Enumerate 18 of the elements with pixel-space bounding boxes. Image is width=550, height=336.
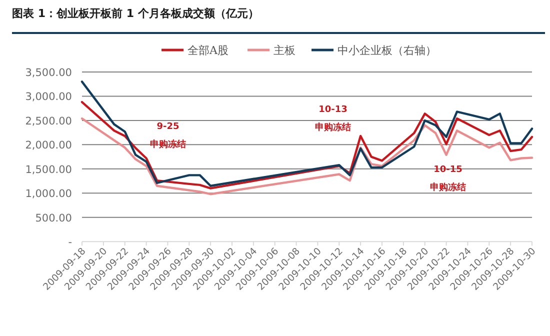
annotation: 申购冻结	[430, 183, 466, 193]
y-tick-label: 2,000.00	[25, 140, 72, 152]
annotation: 10-13	[318, 105, 348, 115]
annotation: 申购冻结	[150, 140, 186, 150]
chart-title: 图表 1：创业板开板前 1 个月各板成交额（亿元）	[12, 7, 259, 20]
y-tick-label: -	[68, 236, 72, 249]
y-tick-label: 3,000.00	[25, 91, 72, 104]
y-tick-label: 1,500.00	[25, 164, 72, 176]
y-tick-label: 500.00	[35, 212, 72, 224]
y-tick-label: 3,500.00	[25, 67, 72, 79]
y-tick-label: 1,000.00	[25, 188, 72, 200]
annotation: 申购冻结	[315, 123, 351, 133]
annotation: 9-25	[156, 122, 180, 132]
legend-label: 中小企业板（右轴）	[338, 44, 436, 57]
legend-label: 主板	[274, 44, 296, 57]
y-tick-label: 2,500.00	[25, 115, 72, 128]
annotation: 10-15	[434, 165, 462, 175]
legend-label: 全部A股	[188, 44, 228, 57]
